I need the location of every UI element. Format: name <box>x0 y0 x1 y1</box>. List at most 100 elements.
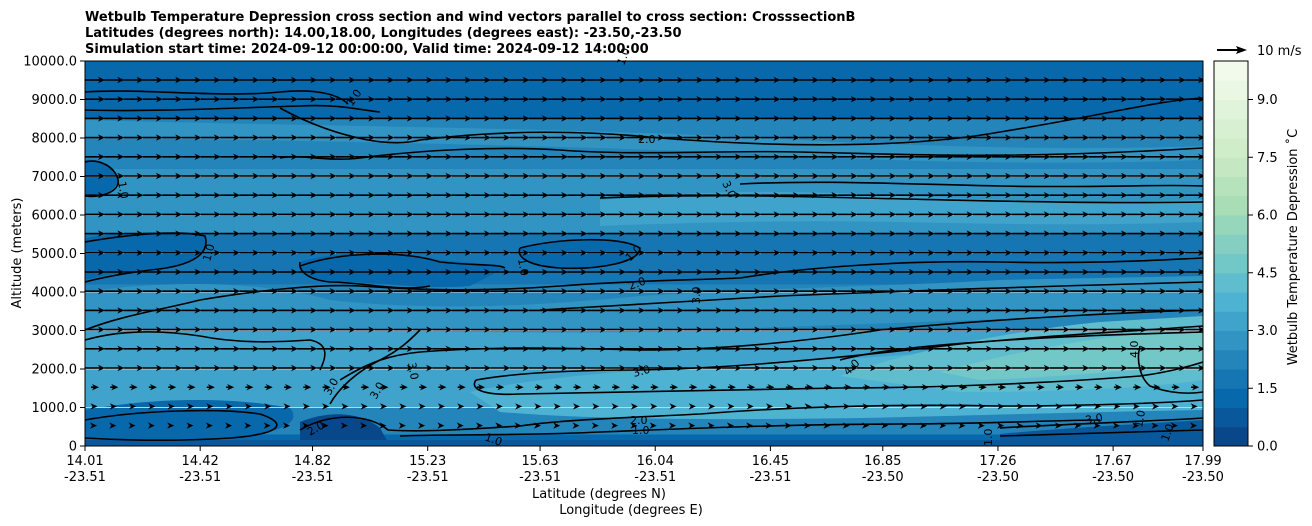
wind-vector <box>239 364 260 372</box>
wind-vector-head <box>155 326 163 333</box>
wind-vector-head <box>696 76 704 84</box>
y-axis: 01000.02000.03000.04000.05000.06000.0700… <box>23 55 85 455</box>
wind-vector-head <box>310 211 318 218</box>
wind-vector-head <box>92 384 99 391</box>
wind-vector-head <box>1120 268 1128 276</box>
wind-vector-head <box>1159 288 1167 295</box>
wind-vector <box>263 422 271 429</box>
wind-vector <box>895 345 916 352</box>
wind-vector-head <box>1120 134 1128 141</box>
wind-vector-head <box>985 326 993 333</box>
wind-vector-head <box>503 307 511 314</box>
wind-vector <box>1107 230 1128 237</box>
wind-vector <box>200 345 221 352</box>
wind-vector-head <box>804 403 812 410</box>
wind-vector <box>683 268 704 276</box>
wind-vector-head <box>985 192 993 199</box>
wind-vector <box>509 249 530 256</box>
wind-vector <box>437 422 445 429</box>
wind-vector-head <box>966 268 974 276</box>
wind-vector <box>162 76 183 84</box>
wind-vector-head <box>329 211 337 218</box>
wind-vector-head <box>117 172 125 180</box>
wind-vector-head <box>927 268 935 276</box>
wind-vector <box>471 326 491 333</box>
wind-vector <box>567 364 588 372</box>
wind-vector <box>779 211 800 218</box>
wind-vector <box>509 230 530 237</box>
wind-vector-head <box>1024 96 1032 103</box>
wind-vector <box>258 230 279 237</box>
wind-vector <box>992 153 1013 160</box>
wind-vector-head <box>657 153 665 160</box>
wind-vector-head <box>271 345 279 352</box>
wind-vector <box>528 96 549 103</box>
wind-vector-head <box>947 76 955 84</box>
wind-vector-head <box>734 76 742 84</box>
wind-vector <box>818 76 839 84</box>
wind-vector-head <box>1043 249 1051 256</box>
wind-vector-head <box>98 96 105 103</box>
wind-vector <box>760 153 781 160</box>
wind-vector-head <box>657 134 665 141</box>
y-axis-label: Altitude (meters) <box>10 198 25 309</box>
wind-vector-head <box>426 115 434 122</box>
wind-vector <box>876 172 897 180</box>
wind-vector-head <box>908 76 916 84</box>
wind-vector <box>876 230 897 237</box>
wind-vector-head <box>98 172 105 180</box>
wind-vector <box>586 134 607 141</box>
wind-vector-head <box>754 153 762 160</box>
wind-vector-head <box>541 96 549 103</box>
wind-vector <box>258 115 279 122</box>
wind-vector <box>1069 192 1090 199</box>
wind-vector <box>760 307 781 314</box>
wind-vector-head <box>329 96 337 103</box>
wind-vector-head <box>310 345 318 352</box>
wind-vector-head <box>194 268 202 276</box>
wind-vector-head <box>792 153 800 160</box>
wind-vector-head <box>927 364 935 372</box>
wind-vector <box>644 134 665 141</box>
wind-vector <box>379 422 387 429</box>
wind-vector <box>567 96 588 103</box>
wind-vector <box>316 268 337 276</box>
wind-vector-head <box>638 211 646 218</box>
wind-vector <box>1127 76 1148 84</box>
wind-vector-head <box>657 192 665 199</box>
contour-line <box>739 181 1203 188</box>
wind-vector-head <box>927 326 935 333</box>
wind-vector-head <box>638 96 646 103</box>
wind-vector <box>374 364 395 372</box>
wind-vector <box>760 364 781 372</box>
wind-vector <box>432 307 453 314</box>
wind-vector-head <box>979 384 987 391</box>
wind-vector <box>721 172 742 180</box>
wind-vector-head <box>291 96 298 103</box>
x-tick-label-lon: -23.51 <box>749 470 791 485</box>
wind-vector <box>129 384 138 391</box>
wind-vector <box>934 230 955 237</box>
wind-vector <box>393 134 414 141</box>
wind-vector-head <box>360 422 368 429</box>
wind-vector <box>1107 307 1128 314</box>
wind-vector <box>644 230 665 237</box>
wind-vector-head <box>792 115 800 122</box>
wind-vector-head <box>348 211 356 218</box>
wind-vector-head <box>850 249 858 256</box>
wind-vector <box>509 211 530 218</box>
wind-vector <box>992 115 1013 122</box>
wind-vector <box>611 403 619 410</box>
wind-vector-head <box>1120 153 1128 160</box>
wind-vector <box>457 384 466 391</box>
wind-vector <box>876 211 897 218</box>
wind-vector <box>1127 268 1148 276</box>
wind-vector-head <box>1159 134 1167 141</box>
wind-vector-head <box>696 345 704 352</box>
wind-vector-head <box>657 307 665 314</box>
wind-vector <box>953 268 974 276</box>
wind-vector-head <box>593 384 601 391</box>
wind-vector-head <box>561 307 569 314</box>
wind-vector-head <box>406 364 414 372</box>
wind-vector <box>335 192 356 199</box>
